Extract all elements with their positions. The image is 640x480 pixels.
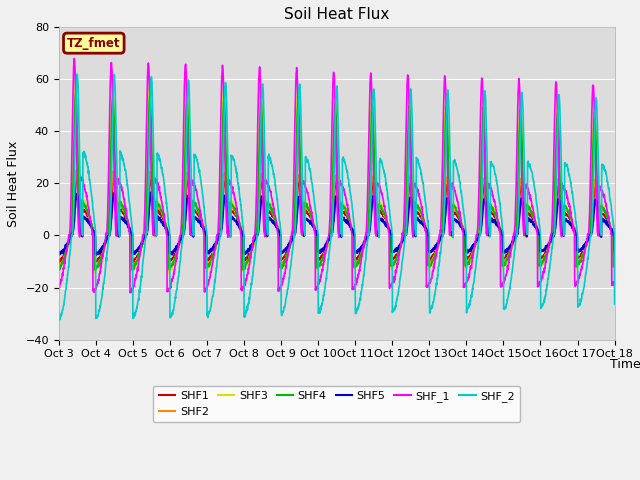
SHF4 xyxy=(562,205,570,211)
Line: SHF_2: SHF_2 xyxy=(59,74,614,320)
Line: SHF4: SHF4 xyxy=(59,93,614,270)
SHF3 xyxy=(499,263,506,269)
SHF4 xyxy=(353,261,361,267)
SHF1 xyxy=(72,175,80,181)
SHF5 xyxy=(499,232,506,238)
Text: TZ_fmet: TZ_fmet xyxy=(67,36,120,49)
SHF5 xyxy=(147,190,155,195)
Legend: SHF1, SHF2, SHF3, SHF4, SHF5, SHF_1, SHF_2: SHF1, SHF2, SHF3, SHF4, SHF5, SHF_1, SHF… xyxy=(153,386,520,422)
SHF3 xyxy=(55,267,63,273)
SHF3 xyxy=(165,270,173,276)
SHF1 xyxy=(353,257,361,263)
SHF_2 xyxy=(365,227,373,233)
SHF_1 xyxy=(562,188,570,194)
SHF_1 xyxy=(577,267,585,273)
Title: Soil Heat Flux: Soil Heat Flux xyxy=(284,7,389,22)
SHF_2 xyxy=(499,227,506,233)
SHF4 xyxy=(55,267,63,273)
SHF_2 xyxy=(562,164,570,169)
SHF1 xyxy=(611,256,618,262)
SHF_1 xyxy=(353,275,361,281)
SHF1 xyxy=(499,232,506,238)
SHF2 xyxy=(353,261,361,266)
SHF_1 xyxy=(365,111,373,117)
SHF_1 xyxy=(499,281,506,287)
SHF5 xyxy=(55,250,63,256)
SHF3 xyxy=(353,262,361,268)
X-axis label: Time: Time xyxy=(611,359,640,372)
SHF_1 xyxy=(211,252,218,257)
SHF5 xyxy=(365,230,373,236)
SHF_2 xyxy=(611,301,618,307)
SHF2 xyxy=(365,221,373,227)
Line: SHF3: SHF3 xyxy=(59,80,614,273)
SHF3 xyxy=(211,249,218,255)
SHF5 xyxy=(353,250,361,256)
SHF1 xyxy=(577,252,585,257)
SHF3 xyxy=(562,203,570,209)
SHF1 xyxy=(211,247,218,252)
SHF4 xyxy=(499,264,506,269)
SHF_1 xyxy=(55,287,63,292)
SHF4 xyxy=(72,90,79,96)
SHF2 xyxy=(211,249,218,254)
Line: SHF5: SHF5 xyxy=(59,192,614,255)
SHF2 xyxy=(72,168,80,174)
SHF_2 xyxy=(55,315,63,321)
SHF2 xyxy=(92,265,100,271)
SHF_1 xyxy=(611,279,618,285)
SHF3 xyxy=(577,257,585,263)
SHF1 xyxy=(56,260,63,266)
SHF1 xyxy=(365,228,373,233)
Y-axis label: Soil Heat Flux: Soil Heat Flux xyxy=(7,140,20,227)
SHF4 xyxy=(211,246,218,252)
SHF_1 xyxy=(70,56,78,61)
SHF3 xyxy=(365,173,373,179)
SHF5 xyxy=(211,241,218,247)
SHF4 xyxy=(577,256,585,262)
SHF1 xyxy=(562,212,570,218)
SHF_2 xyxy=(74,71,81,77)
SHF2 xyxy=(562,206,570,212)
SHF2 xyxy=(55,263,63,269)
SHF4 xyxy=(611,259,618,264)
SHF2 xyxy=(577,255,585,261)
SHF_2 xyxy=(56,317,63,323)
Line: SHF2: SHF2 xyxy=(59,171,614,268)
SHF4 xyxy=(365,194,373,200)
SHF5 xyxy=(577,247,585,252)
Line: SHF1: SHF1 xyxy=(59,178,614,263)
SHF1 xyxy=(55,260,63,265)
SHF3 xyxy=(611,263,618,269)
SHF5 xyxy=(562,216,570,222)
SHF2 xyxy=(611,258,618,264)
SHF5 xyxy=(611,249,618,255)
SHF_1 xyxy=(126,290,134,296)
Line: SHF_1: SHF_1 xyxy=(59,59,614,293)
SHF_2 xyxy=(577,297,585,303)
SHF_2 xyxy=(211,283,218,288)
SHF_2 xyxy=(353,308,361,313)
SHF5 xyxy=(92,252,100,258)
SHF4 xyxy=(166,267,173,273)
SHF2 xyxy=(499,260,506,265)
SHF3 xyxy=(72,77,79,83)
